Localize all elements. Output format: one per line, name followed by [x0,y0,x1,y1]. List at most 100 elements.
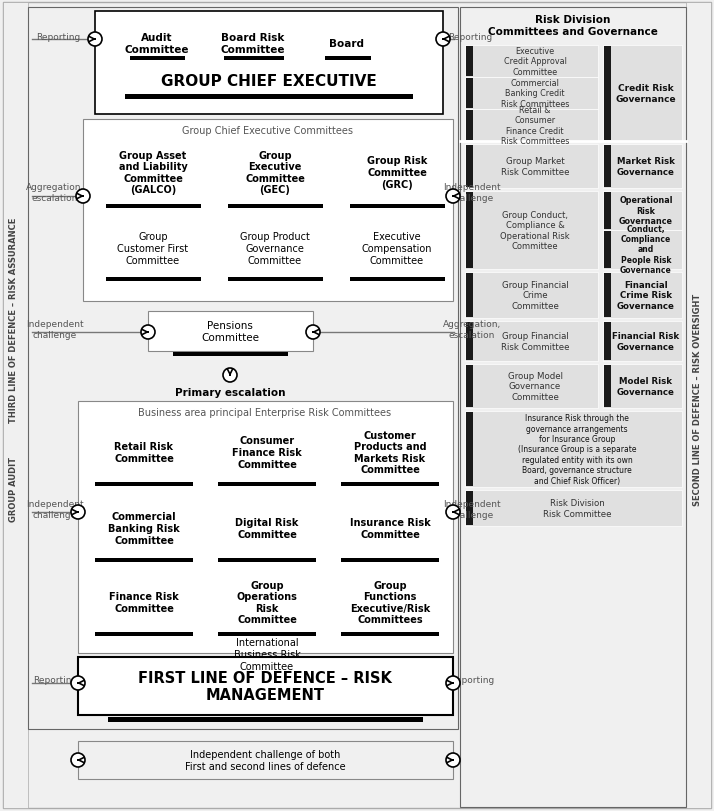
Text: Reporting: Reporting [450,676,494,684]
Bar [95,558,193,562]
Text: Commercial
Banking Risk
Committee: Commercial Banking Risk Committee [108,512,180,545]
Bar [350,204,445,208]
Text: Group Conduct,
Compliance &
Operational Risk
Committee: Group Conduct, Compliance & Operational … [501,211,570,251]
Text: Consumer
Finance Risk
Committee: Consumer Finance Risk Committee [232,436,302,469]
Bar [603,322,682,362]
Bar [466,323,473,361]
Bar [95,633,193,636]
Text: Independent challenge of both
First and second lines of defence: Independent challenge of both First and … [185,749,346,770]
Bar [603,230,682,270]
Text: FIRST LINE OF DEFENCE – RISK
MANAGEMENT: FIRST LINE OF DEFENCE – RISK MANAGEMENT [138,670,392,702]
Bar [465,145,598,189]
Text: Audit
Committee: Audit Committee [125,33,189,54]
Bar [603,46,682,142]
Bar [148,311,313,351]
Bar [95,483,193,487]
Bar [350,277,445,281]
Bar [460,8,686,807]
Text: Board Risk
Committee: Board Risk Committee [221,33,286,54]
Bar [465,272,598,319]
Bar [83,120,453,302]
Text: Business area principal Enterprise Risk Committees: Business area principal Enterprise Risk … [139,407,391,418]
Text: Group Product
Governance
Committee: Group Product Governance Committee [240,232,310,265]
Circle shape [141,325,155,340]
Bar [604,273,611,318]
Text: Board: Board [329,39,365,49]
Circle shape [436,33,450,47]
Circle shape [306,325,320,340]
Text: Risk Division
Committees and Governance: Risk Division Committees and Governance [488,15,658,36]
Bar [325,57,371,61]
Text: Group Financial
Crime
Committee: Group Financial Crime Committee [502,281,568,311]
Circle shape [446,190,460,204]
Text: Executive
Compensation
Committee: Executive Compensation Committee [362,232,432,265]
Bar [466,273,473,318]
Text: Pensions
Committee: Pensions Committee [201,321,259,342]
Text: Reporting: Reporting [33,676,77,684]
Bar [465,78,598,109]
Bar [465,46,598,78]
Bar [604,232,611,268]
Bar [106,277,201,281]
Circle shape [71,505,85,519]
Bar [341,483,439,487]
Text: International
Business Risk
Committee: International Business Risk Committee [233,637,301,671]
Text: Independent
challenge: Independent challenge [26,500,84,519]
Bar [465,109,598,142]
Text: Primary escalation: Primary escalation [175,388,286,397]
Text: Model Risk
Governance: Model Risk Governance [617,377,675,397]
Bar [603,365,682,409]
Text: Group Risk
Committee
(GRC): Group Risk Committee (GRC) [367,157,427,189]
Text: Commercial
Banking Credit
Risk Committees: Commercial Banking Credit Risk Committee… [501,79,569,109]
Text: Executive
Credit Approval
Committee: Executive Credit Approval Committee [503,47,566,77]
Bar [465,365,598,409]
Bar [228,204,323,208]
Bar [604,366,611,407]
Text: Digital Risk
Committee: Digital Risk Committee [236,517,298,539]
Text: Group Asset
and Liability
Committee
(GALCO): Group Asset and Liability Committee (GAL… [119,150,187,195]
Text: Group
Functions
Executive/Risk
Committees: Group Functions Executive/Risk Committee… [350,580,430,624]
Text: Insurance Risk
Committee: Insurance Risk Committee [350,517,431,539]
Text: Operational
Risk
Governance: Operational Risk Governance [619,196,673,225]
Bar [224,57,284,61]
Bar [465,191,598,270]
Bar [466,79,473,109]
Text: Independent
challenge: Independent challenge [443,500,501,519]
Bar [604,323,611,361]
Bar [466,413,473,487]
Text: Group Model
Governance
Committee: Group Model Governance Committee [508,371,563,401]
Bar [466,366,473,407]
Bar [130,57,185,61]
Text: Finance Risk
Committee: Finance Risk Committee [109,591,179,613]
Text: Customer
Products and
Markets Risk
Committee: Customer Products and Markets Risk Commi… [353,430,426,474]
Bar [125,95,413,100]
Text: Market Risk
Governance: Market Risk Governance [617,157,675,177]
Circle shape [71,753,85,767]
Text: Insurance Risk through the
governance arrangements
for Insurance Group
(Insuranc: Insurance Risk through the governance ar… [518,414,636,485]
Bar [108,717,423,722]
Text: Group Financial
Risk Committee: Group Financial Risk Committee [501,332,569,351]
Bar [3,3,28,808]
Text: GROUP CHIEF EXECUTIVE: GROUP CHIEF EXECUTIVE [161,75,377,89]
Bar [465,491,682,526]
Text: Retail &
Consumer
Finance Credit
Risk Committees: Retail & Consumer Finance Credit Risk Co… [501,105,569,146]
Text: Aggregation,
escalation: Aggregation, escalation [443,320,501,339]
Bar [466,111,473,141]
Bar [218,633,316,636]
Text: Credit Risk
Governance: Credit Risk Governance [615,84,676,104]
Bar [604,193,611,230]
Circle shape [88,33,102,47]
Circle shape [76,190,90,204]
Bar [173,353,288,357]
Text: Reporting: Reporting [448,32,492,41]
Bar [603,191,682,230]
Bar [228,277,323,281]
Text: Conduct,
Compliance
and
People Risk
Governance: Conduct, Compliance and People Risk Gove… [620,225,672,275]
Bar [78,401,453,653]
Circle shape [223,368,237,383]
Text: Financial Risk
Governance: Financial Risk Governance [613,332,680,351]
Bar [78,741,453,779]
Circle shape [446,505,460,519]
Bar [218,483,316,487]
Bar [95,12,443,115]
